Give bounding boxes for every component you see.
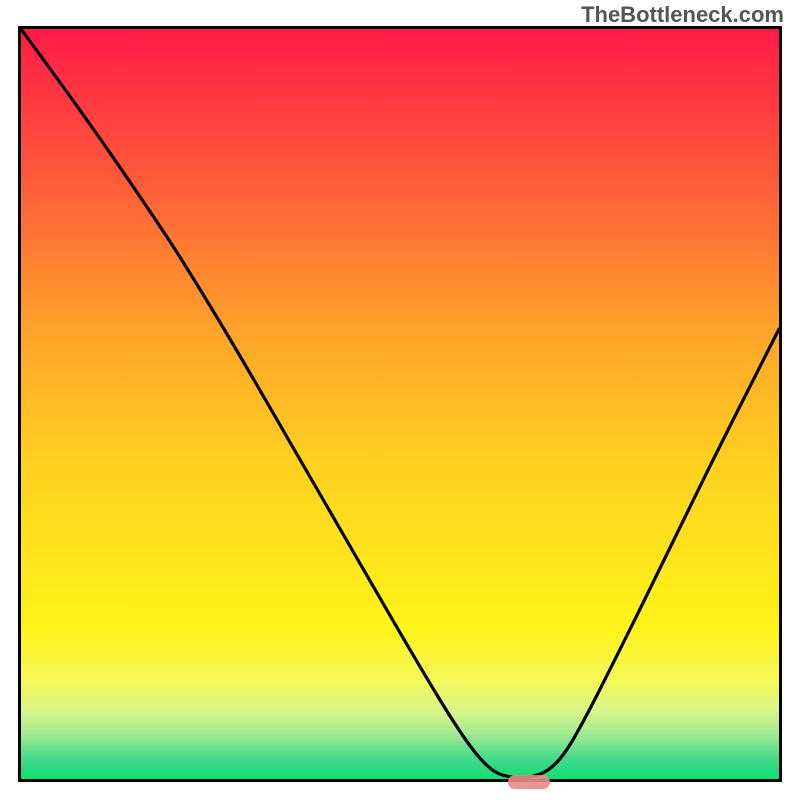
bottleneck-curve [21,29,779,779]
chart-plot-area [18,26,782,782]
curve-path [21,29,779,778]
optimal-point-marker [508,775,550,789]
watermark-text: TheBottleneck.com [581,2,784,28]
figure-root: TheBottleneck.com [0,0,800,800]
